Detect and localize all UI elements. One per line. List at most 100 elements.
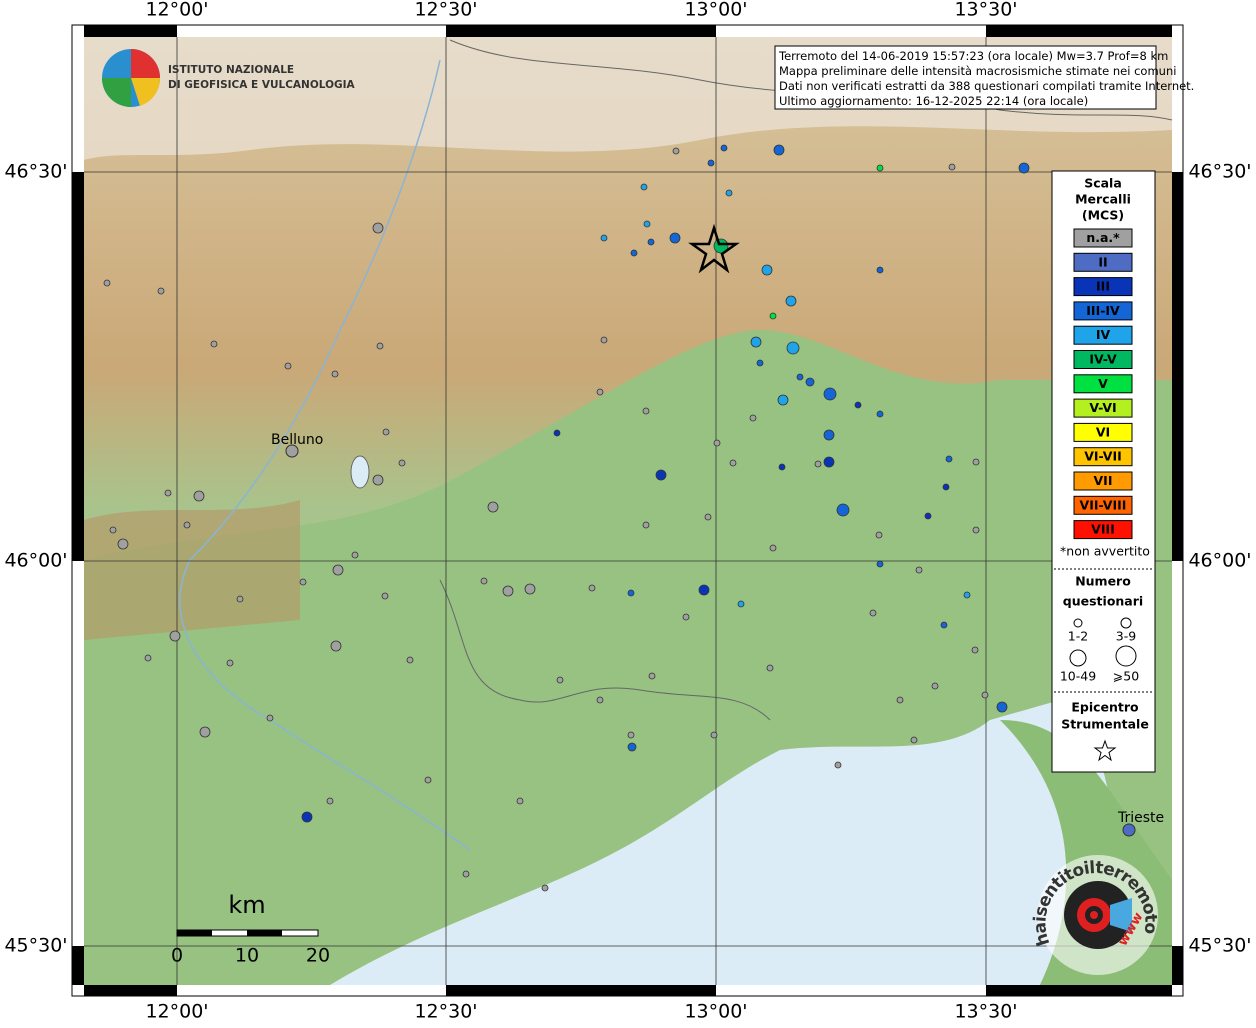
river	[179, 59, 471, 851]
lake	[350, 455, 370, 489]
observation-dot	[786, 341, 800, 355]
legend-label: VIII	[1091, 522, 1115, 537]
lon-label: 13°30'	[954, 0, 1017, 21]
observation-dot	[704, 513, 712, 521]
observation-dot	[301, 811, 313, 823]
observation-dot	[910, 736, 918, 744]
observation-dot	[164, 489, 172, 497]
observation-dot	[169, 630, 181, 642]
observation-dot	[707, 159, 715, 167]
lat-label: 46°30'	[1188, 161, 1251, 183]
legend-swatch	[1073, 374, 1133, 394]
band	[986, 25, 1172, 37]
band	[446, 985, 716, 996]
observation-dot	[210, 340, 218, 348]
ingv-logo: ISTITUTO NAZIONALE DI GEOFISICA E VULCAN…	[102, 49, 356, 107]
observation-dot	[769, 312, 777, 320]
observation-dot	[963, 591, 971, 599]
legend-size-label: 10-49	[1060, 669, 1096, 684]
legend-label: II	[1098, 254, 1107, 269]
info-line: Dati non verificati estratti da 388 ques…	[779, 79, 1194, 93]
observation-dot	[756, 359, 764, 367]
observation-dot	[672, 147, 680, 155]
legend-label: III-IV	[1086, 303, 1120, 318]
observation-dot	[836, 503, 850, 517]
observation-dot	[876, 560, 884, 568]
logo-text: DI GEOFISICA E VULCANOLOGIA	[168, 79, 356, 91]
observation-dot	[924, 512, 932, 520]
band	[84, 25, 177, 37]
observation-dot	[109, 526, 117, 534]
band	[72, 946, 84, 985]
observation-dot	[642, 407, 650, 415]
band	[84, 985, 177, 996]
observation-dot	[199, 726, 211, 738]
observation-dot	[516, 797, 524, 805]
observation-dot	[749, 414, 757, 422]
observation-dot	[876, 266, 884, 274]
legend-swatch	[1073, 447, 1133, 467]
place-label: Belluno	[271, 432, 323, 448]
observation-dot	[713, 439, 721, 447]
legend-title: Mercalli	[1075, 192, 1131, 207]
legend-size-label: 1-2	[1068, 629, 1088, 644]
observation-dot	[502, 585, 514, 597]
observation-dot	[596, 696, 604, 704]
observation-dot	[720, 144, 728, 152]
observation-dot	[643, 220, 651, 228]
info-line: Terremoto del 14-06-2019 15:57:23 (ora l…	[778, 49, 1168, 63]
legend-note: *non avvertito	[1060, 544, 1150, 559]
legend-label: VII-VIII	[1080, 497, 1127, 512]
observation-dot	[330, 640, 342, 652]
observation-dot	[710, 731, 718, 739]
observation-dot	[655, 469, 667, 481]
legend-swatch	[1073, 325, 1133, 345]
logo-text: ISTITUTO NAZIONALE	[168, 64, 294, 76]
observation-dot	[299, 578, 307, 586]
observation-dot	[769, 544, 777, 552]
lon-label: 12°00'	[145, 1001, 208, 1023]
legend-label: VI	[1096, 424, 1110, 439]
place-label: Trieste	[1117, 810, 1164, 826]
observation-dot	[284, 362, 292, 370]
observation-dot	[778, 463, 786, 471]
legend-size-label: ⩾50	[1113, 669, 1139, 684]
lat-label: 46°30'	[4, 161, 67, 183]
observation-dot	[376, 342, 384, 350]
observation-dot	[332, 564, 344, 576]
observation-dot	[627, 731, 635, 739]
legend-label: IV	[1096, 327, 1111, 342]
legend-swatch	[1073, 350, 1133, 369]
legend-label: V-VI	[1089, 400, 1116, 415]
observation-dot	[996, 701, 1008, 713]
lat-label: 46°00'	[1188, 550, 1251, 572]
scale-label: 0	[171, 945, 183, 967]
observation-dot	[805, 377, 815, 387]
lon-label: 13°00'	[684, 0, 747, 21]
observation-dot	[103, 279, 111, 287]
scale-unit: km	[228, 891, 265, 919]
observation-dot	[236, 595, 244, 603]
observation-dot	[972, 526, 980, 534]
legend-epicenter: Strumentale	[1061, 717, 1149, 732]
scale-label: 20	[306, 945, 330, 967]
observation-dot	[940, 621, 948, 629]
legend-label: III	[1096, 279, 1110, 294]
observation-dot	[648, 672, 656, 680]
observation-dot	[588, 584, 596, 592]
band	[446, 25, 716, 37]
observation-dot	[750, 336, 762, 348]
observation-dot	[698, 584, 710, 596]
legend-swatch	[1073, 495, 1133, 515]
legend-epicenter: Epicentro	[1071, 700, 1139, 715]
observation-dot	[725, 189, 733, 197]
observation-dot	[193, 490, 205, 502]
observation-dot	[351, 551, 359, 559]
observation-dot	[627, 742, 637, 752]
lat-label: 46°00'	[4, 550, 67, 572]
observation-dot	[876, 164, 884, 172]
observation-dot	[854, 401, 862, 409]
observation-dot	[381, 592, 389, 600]
observation-dot	[823, 429, 835, 441]
info-lines: Terremoto del 14-06-2019 15:57:23 (ora l…	[778, 49, 1194, 108]
